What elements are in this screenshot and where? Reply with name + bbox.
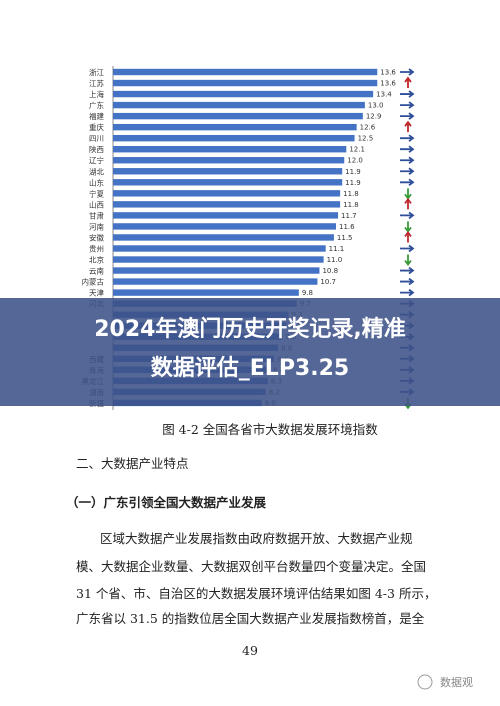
trend-arrow — [404, 76, 412, 89]
bar — [113, 289, 299, 296]
bar — [113, 267, 320, 274]
paragraph-line: 模、大数据企业数量、大数据双创平台数量四个变量决定。全国 — [76, 559, 426, 574]
y-tick-label: 云南 — [89, 266, 104, 276]
trend-arrow — [400, 134, 415, 142]
trend-arrow — [400, 68, 415, 76]
bar — [113, 179, 343, 186]
bar — [113, 234, 334, 241]
trend-arrow — [400, 178, 415, 187]
watermark-icon — [417, 674, 433, 690]
bar — [113, 201, 341, 208]
bar — [113, 79, 378, 87]
page-number: 49 — [242, 643, 258, 658]
bar — [113, 112, 363, 120]
watermark: 数据观 — [440, 675, 473, 689]
trend-arrow — [400, 211, 415, 220]
value-label: 11.7 — [341, 212, 357, 220]
trend-arrow — [400, 266, 415, 275]
bar — [113, 168, 343, 175]
bar — [113, 68, 378, 76]
bar — [113, 190, 341, 197]
y-tick-label: 山西 — [89, 199, 104, 209]
y-tick-label: 广东 — [89, 100, 104, 110]
value-label: 11.1 — [329, 245, 345, 253]
trend-arrow — [400, 145, 415, 153]
value-label: 12.1 — [349, 146, 365, 154]
y-tick-label: 四川 — [89, 134, 104, 143]
y-tick-label: 福建 — [89, 111, 104, 121]
value-label: 11.9 — [345, 179, 361, 187]
bar — [113, 101, 365, 109]
y-tick-label: 江苏 — [89, 78, 104, 88]
y-tick-label: 贵州 — [89, 243, 104, 253]
y-tick-label: 内蒙古 — [82, 277, 105, 287]
value-label: 11.5 — [337, 234, 353, 242]
value-label: 11.8 — [343, 190, 359, 198]
y-tick-label: 湖北 — [89, 167, 104, 176]
value-label: 11.8 — [343, 201, 359, 209]
y-tick-label: 山东 — [89, 177, 104, 187]
trend-arrow — [404, 197, 412, 210]
overlay-title: 数据评估_ELP3.25 — [151, 355, 349, 381]
overlay-banner — [0, 298, 500, 406]
y-tick-label: 辽宁 — [89, 155, 104, 165]
trend-arrow — [400, 112, 415, 120]
overlay-title: 2024年澳门历史开奖记录,精准 — [94, 316, 406, 342]
y-tick-label: 北京 — [89, 255, 104, 265]
value-label: 11.9 — [345, 168, 361, 176]
trend-arrow — [404, 120, 412, 133]
bar — [113, 212, 339, 219]
paragraph: 区域大数据产业发展指数由政府数据开放、大数据产业规模、大数据企业数量、大数据双创… — [76, 531, 436, 626]
trend-arrow — [400, 244, 415, 253]
trend-arrow — [400, 101, 415, 109]
trend-arrow — [400, 288, 415, 297]
bar — [113, 123, 357, 131]
value-label: 11.6 — [339, 223, 355, 231]
paragraph-line: 31 个省、市、自治区的大数据发展环境评估结果如图 4-3 所示， — [76, 586, 436, 601]
bar — [113, 245, 326, 252]
value-label: 13.0 — [368, 102, 384, 110]
y-tick-label: 天津 — [89, 289, 104, 298]
chart-caption: 图 4-2 全国各省市大数据发展环境指数 — [162, 422, 378, 437]
heading: 二、大数据产业特点 — [76, 456, 189, 471]
y-tick-label: 重庆 — [89, 122, 104, 132]
value-label: 13.6 — [380, 69, 396, 77]
value-label: 12.6 — [360, 124, 376, 132]
trend-arrow — [400, 277, 415, 286]
value-label: 9.8 — [302, 289, 313, 297]
value-label: 10.8 — [322, 267, 338, 275]
y-tick-label: 陕西 — [89, 144, 104, 154]
value-label: 12.9 — [366, 113, 382, 121]
bar — [113, 146, 347, 153]
value-label: 11.0 — [327, 256, 343, 264]
value-label: 13.6 — [380, 80, 396, 88]
y-tick-label: 上海 — [89, 89, 104, 99]
value-label: 13.4 — [376, 91, 392, 99]
y-tick-label: 宁夏 — [89, 188, 104, 198]
bar — [113, 157, 345, 164]
paragraph-line: 广东省以 31.5 的指数位居全国大数据产业发展指数榜首，是全 — [76, 611, 425, 626]
value-label: 10.7 — [320, 278, 336, 286]
y-tick-label: 甘肃 — [89, 210, 104, 220]
bar — [113, 256, 324, 263]
bar — [113, 90, 374, 98]
trend-arrow — [404, 254, 412, 267]
subheading: （一）广东引领全国大数据产业发展 — [66, 495, 267, 510]
trend-arrow — [400, 167, 415, 175]
bar — [113, 134, 355, 142]
y-tick-label: 河南 — [89, 221, 104, 231]
trend-arrow — [400, 156, 415, 164]
bar — [113, 223, 336, 230]
value-label: 12.0 — [347, 157, 363, 165]
value-label: 12.5 — [358, 135, 374, 143]
y-tick-label: 浙江 — [89, 67, 104, 77]
y-tick-label: 安徽 — [89, 232, 104, 242]
bar — [113, 278, 318, 285]
trend-arrow — [400, 90, 415, 98]
trend-arrow — [404, 230, 412, 243]
paragraph-line: 区域大数据产业发展指数由政府数据开放、大数据产业规 — [100, 531, 413, 546]
